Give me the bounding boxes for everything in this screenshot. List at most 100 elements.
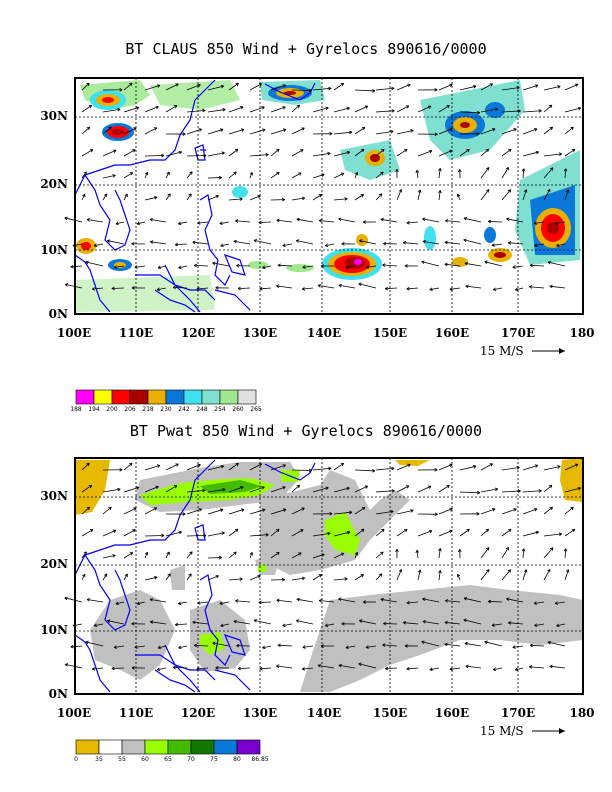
wind-vector-head [417,189,422,193]
wind-vector-head [83,171,87,175]
wind-vector-head [220,243,224,248]
wind-vector [506,218,524,223]
panel2-lat-label: 20N [40,557,68,571]
colorbar-swatch [237,389,257,405]
wind-vector-head [407,463,411,468]
wind-vector-head [258,600,262,605]
wind-vector-head [86,218,91,222]
wind-vector-head [277,643,281,648]
wind-vector [359,240,377,245]
colorbar-tick-label: 35 [95,756,103,763]
wind-vector-head [265,533,269,537]
wind-vector-head [523,189,528,193]
wind-vector-head [349,130,353,135]
wind-vector-head [136,221,141,226]
wind-vector-head [240,106,244,110]
wind-vector-head [410,509,414,513]
wind-vector [333,487,350,493]
wind-vector [522,84,538,91]
wind-vector-head [445,219,449,223]
colorbar-tick-label: 254 [214,406,226,413]
wind-vector [207,489,226,493]
wind-vector-head [320,264,324,268]
wind-vector-head [215,286,219,290]
wind-vector [144,507,158,515]
wind-vector-head [391,109,395,113]
wind-vector [233,240,251,245]
wind-vector-head [83,551,87,555]
wind-vector [277,644,293,647]
wind-vector [522,490,542,493]
wind-vector-head [486,547,490,551]
wind-vector-head [321,173,325,177]
wind-vector-head [476,132,480,136]
wind-vector-head [115,601,119,606]
wind-vector [543,533,562,537]
wind-vector-head [512,645,516,649]
wind-vector [136,601,146,605]
wind-vector [522,168,525,179]
wind-vector [302,667,314,670]
wind-vector-head [380,171,384,175]
wind-vector-head [529,285,533,289]
wind-vector-head [444,642,448,647]
wind-vector [396,105,410,113]
wind-vector-head [489,463,493,467]
wind-vector [564,463,579,471]
wind-vector-head [484,640,488,645]
wind-vector-head [112,174,116,178]
wind-vector-head [234,528,239,533]
wind-vector [459,85,477,91]
wind-vector [196,667,209,670]
wind-vector [317,284,335,289]
wind-vector-head [358,662,362,667]
wind-vector [312,152,331,157]
wind-vector [312,87,332,91]
wind-vector [403,622,419,625]
wind-vector-head [345,265,349,270]
wind-vector-head [115,221,119,226]
wind-vector [312,194,322,201]
wind-vector-head [407,83,411,88]
wind-vector [564,189,569,201]
wind-vector [445,220,461,223]
wind-vector-head [438,570,442,574]
wind-vector [123,82,133,91]
wind-vector [291,577,305,581]
wind-vector-head [107,239,111,243]
panel2-lat-label: 0N [48,687,68,701]
wind-vector [262,645,272,649]
wind-vector [543,153,562,157]
colorbar-tick-label: 0 [74,756,78,763]
panel1-lon-label: 180 [569,326,595,340]
wind-vector [508,242,524,245]
wind-vector-head [296,217,300,222]
wind-vector-head [189,551,193,555]
wind-vector-head [150,620,154,624]
wind-vector-head [240,508,245,512]
wind-vector [115,221,125,225]
wind-vector [333,172,345,179]
panel1-frame [74,77,584,315]
wind-vector [102,506,112,515]
wind-vector-head [295,619,300,623]
colorbar-tick-label: 248 [196,406,208,413]
wind-vector-head [487,599,492,604]
wind-vector [249,552,253,559]
wind-vector [186,128,202,135]
wind-vector [228,509,245,515]
wind-vector [338,284,356,289]
wind-vector-head [574,463,579,467]
wind-vector [144,552,148,559]
wind-vector-head [571,148,576,153]
wind-vector [522,531,539,537]
wind-vector-head [557,85,561,89]
wind-vector-head [89,149,94,153]
wind-vector-head [198,128,202,132]
wind-vector-head [301,507,305,511]
wind-vector [228,148,239,157]
wind-vector-head [282,106,286,110]
wind-vector-head [72,243,76,248]
wind-vector-head [189,171,193,175]
wind-vector-head [262,508,266,512]
